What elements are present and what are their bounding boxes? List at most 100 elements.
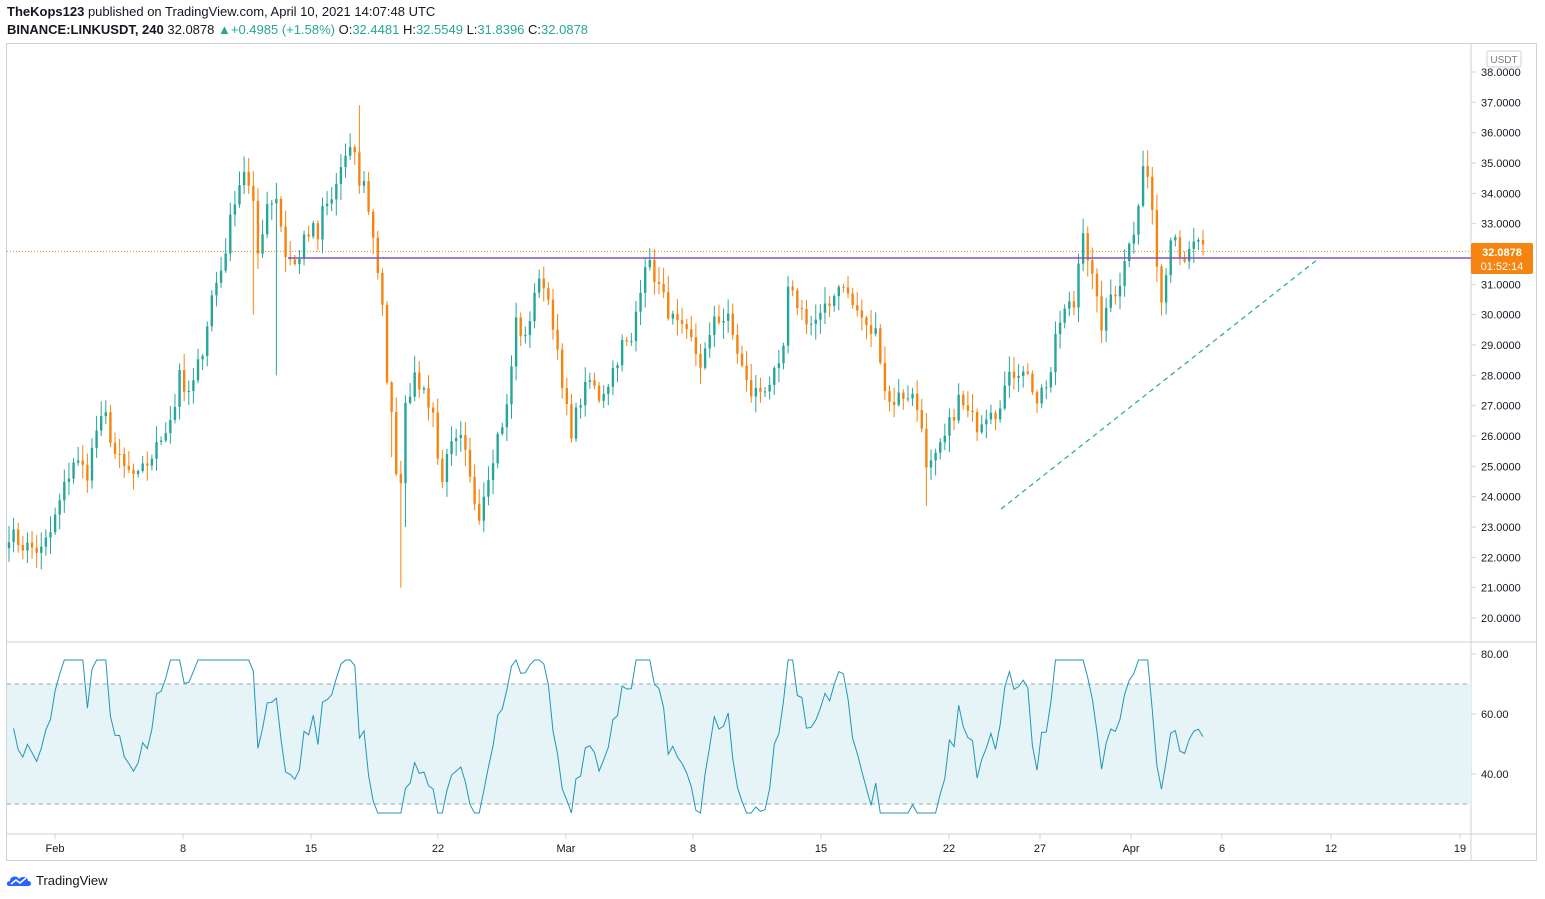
candle-body[interactable] [1123, 261, 1126, 286]
candle-body[interactable] [934, 452, 937, 461]
candle-body[interactable] [915, 393, 919, 410]
candle-body[interactable] [616, 365, 619, 369]
candle-body[interactable] [367, 180, 370, 212]
candle-body[interactable] [215, 282, 218, 296]
candle-body[interactable] [1201, 239, 1205, 245]
candle-body[interactable] [643, 267, 647, 293]
candle-body[interactable] [533, 292, 536, 322]
candle-body[interactable] [385, 304, 389, 383]
candle-body[interactable] [1017, 375, 1020, 378]
candle-body[interactable] [86, 464, 89, 481]
candle-body[interactable] [519, 317, 522, 337]
candle-body[interactable] [823, 303, 827, 313]
candle-body[interactable] [528, 321, 532, 336]
candle-body[interactable] [482, 496, 486, 521]
candle-body[interactable] [708, 335, 711, 349]
candle-body[interactable] [602, 394, 605, 401]
candle-body[interactable] [229, 214, 232, 254]
candle-body[interactable] [123, 454, 126, 466]
candle-body[interactable] [358, 152, 361, 186]
candle-body[interactable] [971, 410, 974, 413]
candle-body[interactable] [436, 412, 439, 459]
candle-body[interactable] [473, 476, 476, 504]
candle-body[interactable] [275, 198, 278, 204]
candle-body[interactable] [95, 430, 98, 448]
candle-body[interactable] [1114, 294, 1117, 297]
candle-body[interactable] [731, 313, 734, 335]
candle-body[interactable] [468, 449, 472, 477]
candle-body[interactable] [1063, 308, 1066, 323]
candle-body[interactable] [611, 368, 615, 387]
candle-body[interactable] [1045, 387, 1048, 389]
candle-body[interactable] [1183, 258, 1186, 262]
candle-body[interactable] [136, 470, 140, 475]
candle-body[interactable] [49, 532, 52, 538]
candle-body[interactable] [362, 180, 366, 186]
candle-body[interactable] [662, 283, 665, 293]
candle-body[interactable] [210, 295, 214, 327]
candle-body[interactable] [883, 362, 887, 392]
candle-body[interactable] [703, 348, 707, 368]
candle-body[interactable] [805, 308, 808, 325]
candle-body[interactable] [371, 211, 375, 238]
candle-body[interactable] [759, 387, 762, 392]
candle-body[interactable] [1040, 387, 1043, 404]
candle-body[interactable] [1155, 210, 1159, 267]
candle-body[interactable] [809, 323, 813, 325]
candle-body[interactable] [104, 412, 108, 417]
candle-body[interactable] [224, 253, 227, 271]
candle-body[interactable] [561, 349, 564, 389]
candle-body[interactable] [1160, 266, 1163, 303]
candle-body[interactable] [856, 305, 859, 311]
candle-body[interactable] [44, 537, 48, 547]
candle-body[interactable] [427, 388, 430, 408]
candle-body[interactable] [985, 419, 988, 425]
trend-line[interactable] [1000, 258, 1319, 510]
candle-body[interactable] [330, 199, 333, 204]
candle-body[interactable] [957, 394, 960, 421]
time-axis[interactable]: Feb 8 15 22 Mar 8 15 22 27 Apr 6 12 19 [46, 834, 1467, 855]
candle-body[interactable] [12, 529, 15, 543]
candle-body[interactable] [155, 441, 158, 459]
candle-body[interactable] [247, 171, 250, 186]
candle-body[interactable] [865, 317, 868, 326]
candle-body[interactable] [593, 380, 596, 386]
candle-body[interactable] [796, 290, 799, 309]
candle-body[interactable] [252, 185, 255, 201]
candle-body[interactable] [219, 270, 223, 283]
candle-body[interactable] [325, 203, 329, 207]
candle-body[interactable] [118, 453, 121, 455]
candle-body[interactable] [233, 204, 237, 215]
candle-body[interactable] [1100, 296, 1103, 331]
candle-body[interactable] [1137, 205, 1140, 235]
candle-body[interactable] [1128, 243, 1131, 262]
candle-body[interactable] [832, 296, 836, 306]
candle-body[interactable] [1178, 237, 1182, 259]
candle-body[interactable] [1026, 371, 1030, 374]
candle-body[interactable] [989, 412, 993, 420]
candle-body[interactable] [169, 419, 172, 434]
candle-body[interactable] [667, 292, 670, 319]
candle-body[interactable] [1035, 392, 1039, 404]
candle-body[interactable] [413, 372, 416, 397]
candle-body[interactable] [344, 155, 347, 168]
candle-body[interactable] [1141, 166, 1145, 206]
candle-body[interactable] [1081, 233, 1085, 264]
candle-body[interactable] [1095, 273, 1099, 297]
candle-body[interactable] [860, 310, 864, 318]
candle-body[interactable] [256, 200, 260, 254]
candle-body[interactable] [501, 427, 504, 434]
candle-body[interactable] [819, 312, 822, 320]
candle-body[interactable] [7, 542, 11, 549]
candle-body[interactable] [869, 325, 873, 334]
candle-body[interactable] [399, 474, 403, 484]
candle-body[interactable] [63, 481, 66, 501]
currency-box[interactable] [1486, 50, 1522, 68]
candle-body[interactable] [717, 316, 721, 323]
candle-body[interactable] [630, 341, 633, 343]
candle-body[interactable] [694, 337, 698, 355]
candle-body[interactable] [454, 437, 458, 442]
candle-body[interactable] [376, 237, 379, 273]
candle-body[interactable] [187, 390, 190, 392]
candle-body[interactable] [238, 185, 241, 205]
